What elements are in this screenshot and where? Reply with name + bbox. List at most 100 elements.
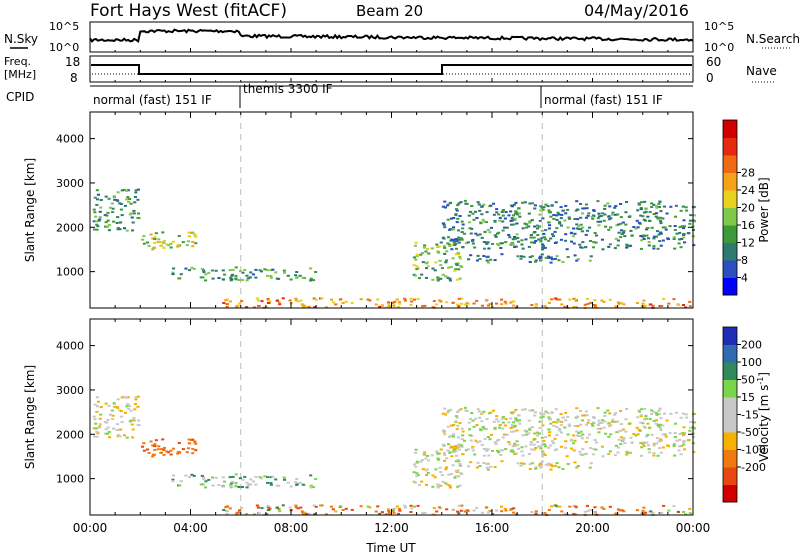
data-cell [648, 418, 652, 420]
data-cell [435, 510, 439, 513]
data-cell [635, 509, 639, 512]
data-cell [614, 205, 618, 208]
data-cell [547, 227, 551, 230]
data-cell [576, 208, 580, 211]
data-cell [603, 207, 607, 210]
data-cell [520, 446, 524, 449]
data-cell [151, 444, 155, 447]
data-cell [557, 259, 561, 262]
data-cell [659, 222, 663, 225]
data-cell [592, 304, 596, 306]
data-cell [585, 297, 589, 300]
data-cell [554, 297, 558, 300]
data-cell [589, 508, 593, 511]
data-cell [640, 239, 644, 242]
data-cell [574, 505, 578, 508]
data-cell [534, 512, 538, 515]
data-cell [684, 206, 688, 209]
data-cell [133, 403, 137, 405]
data-cell [403, 299, 407, 302]
station-title: Fort Hays West (fitACF) [90, 1, 287, 21]
data-cell [172, 267, 176, 270]
data-cell [431, 278, 435, 281]
data-cell [123, 434, 127, 437]
data-cell [142, 449, 146, 452]
data-cell [588, 466, 592, 469]
data-cell [451, 464, 455, 467]
data-cell [514, 417, 518, 420]
data-cell [413, 274, 417, 277]
data-cell [537, 445, 541, 448]
data-cell [504, 302, 508, 305]
data-cell [131, 428, 135, 431]
data-cell [126, 189, 130, 192]
data-cell [440, 267, 444, 270]
data-cell [492, 202, 496, 205]
data-cell [234, 278, 238, 281]
data-cell [339, 505, 343, 508]
data-cell [661, 424, 665, 427]
data-cell [676, 511, 680, 513]
data-cell [509, 417, 513, 420]
data-cell [563, 426, 567, 429]
data-cell [456, 411, 460, 414]
data-cell [136, 405, 140, 408]
data-cell [536, 441, 540, 444]
data-cell [544, 463, 548, 466]
data-cell [461, 223, 465, 226]
data-cell [674, 411, 678, 414]
data-cell [237, 486, 241, 488]
data-cell [224, 506, 228, 509]
data-cell [228, 507, 232, 510]
data-cell [392, 304, 396, 307]
data-cell [98, 210, 102, 213]
data-cell [228, 300, 232, 303]
data-cell [458, 215, 462, 217]
data-cell [648, 219, 652, 222]
data-cell [504, 509, 508, 512]
data-cell [652, 237, 656, 240]
data-cell [624, 418, 628, 421]
data-cell [154, 439, 158, 442]
data-cell [604, 225, 608, 228]
data-cell [586, 214, 590, 217]
data-cell [581, 419, 585, 422]
data-cell [179, 480, 183, 483]
data-cell [463, 439, 467, 442]
data-cell [159, 451, 163, 454]
data-cell [200, 267, 204, 270]
data-cell [454, 213, 458, 216]
data-cell [157, 445, 161, 448]
data-cell [448, 484, 452, 487]
data-cell [615, 431, 619, 434]
data-cell [171, 273, 175, 276]
data-cell [171, 447, 175, 450]
data-cell [591, 246, 595, 249]
data-cell [153, 448, 157, 451]
data-cell [459, 265, 463, 268]
data-cell [585, 414, 589, 417]
data-cell [541, 453, 545, 456]
data-cell [296, 507, 300, 510]
data-cell [457, 409, 461, 412]
data-cell [480, 511, 484, 514]
data-cell [234, 485, 238, 488]
data-cell [591, 217, 595, 220]
y-tick-label: 2000 [56, 221, 84, 234]
data-cell [221, 278, 225, 281]
data-cell [561, 261, 565, 263]
data-cell [459, 444, 463, 447]
data-cell [533, 414, 537, 417]
data-cell [450, 238, 454, 241]
data-cell [96, 405, 100, 408]
data-cell [484, 299, 488, 302]
data-cell [542, 206, 546, 209]
data-cell [584, 410, 588, 413]
data-cell [528, 409, 532, 412]
data-cell [577, 435, 581, 438]
data-cell [486, 304, 490, 307]
data-cell [616, 239, 620, 242]
data-cell [484, 448, 488, 451]
data-cell [525, 226, 529, 229]
data-cell [570, 240, 574, 243]
